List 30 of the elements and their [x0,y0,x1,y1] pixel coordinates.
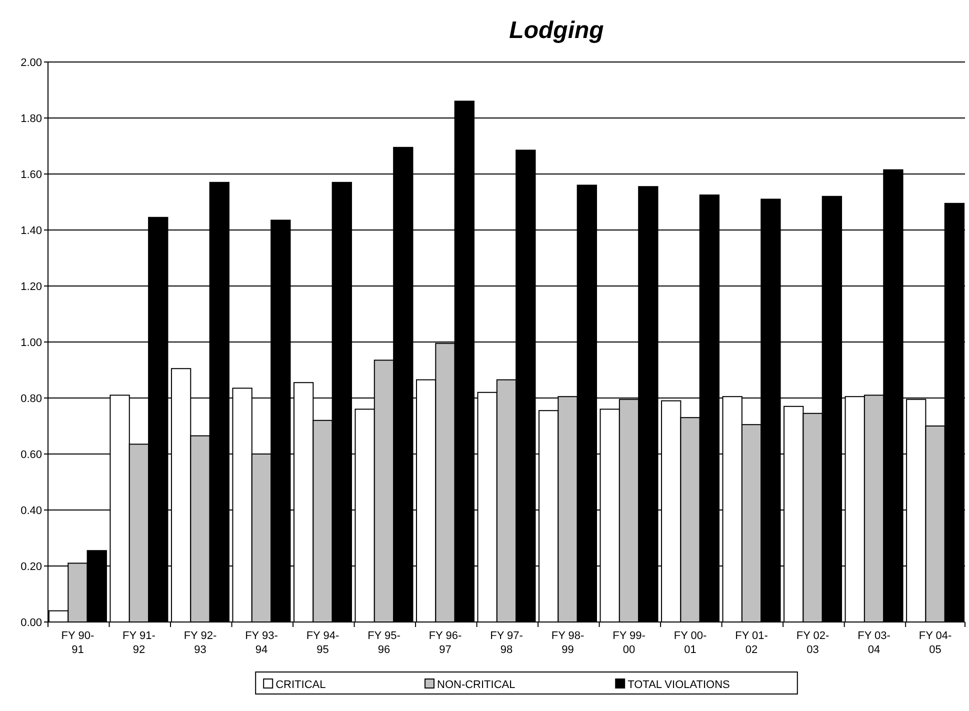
x-tick-label: FY 92-93 [184,630,217,656]
y-tick-label: 0.60 [20,448,42,461]
y-tick-label: 1.60 [20,168,42,181]
x-tick-label: FY 96-97 [428,630,462,656]
legend-label: NON-CRITICAL [437,678,516,691]
x-tick-label: FY 02-03 [796,630,830,656]
x-tick-label: FY 93-94 [245,630,278,656]
x-tick-label: FY 90-91 [61,630,94,656]
x-tick-label: FY 03-04 [858,630,891,656]
y-tick-label: 0.20 [20,560,42,573]
x-tick-label: FY 98-99 [551,630,584,656]
x-tick-label: FY 04-05 [918,630,952,656]
legend-label: CRITICAL [276,678,326,691]
y-tick-label: 1.00 [20,336,42,349]
x-tick-label: FY 91-92 [122,630,156,656]
y-tick-label: 0.40 [20,504,42,517]
chart-title: Lodging [509,17,604,44]
y-tick-label: 0.00 [20,616,42,629]
x-tick-label: FY 01-02 [735,630,768,656]
legend-label: TOTAL VIOLATIONS [628,678,730,691]
y-tick-label: 2.00 [20,56,42,69]
y-tick-label: 1.40 [20,224,42,237]
x-tick-label: FY 00-01 [674,630,708,656]
x-tick-label: FY 95-96 [368,630,401,656]
x-tick-label: FY 94-95 [306,630,340,656]
y-tick-label: 1.20 [20,280,42,293]
x-tick-label: FY 99-00 [612,630,646,656]
x-tick-label: FY 97-98 [490,630,524,656]
y-tick-label: 0.80 [20,392,42,405]
y-tick-label: 1.80 [20,112,42,125]
